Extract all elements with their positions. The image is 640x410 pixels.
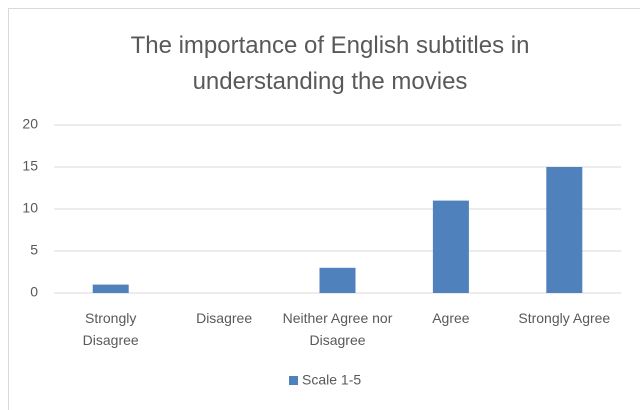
y-tick-label: 20 (22, 116, 38, 132)
x-tick-label: Neither Agree nor Disagree (282, 310, 393, 348)
chart-border (8, 8, 640, 410)
y-tick-label: 5 (30, 242, 38, 258)
y-tick-label: 0 (30, 284, 38, 300)
y-tick-label: 15 (22, 158, 38, 174)
y-tick-label: 10 (22, 200, 38, 216)
legend-swatch (289, 376, 298, 385)
x-tick-label: Strongly Agree (518, 310, 611, 326)
chart-title: The importance of English subtitles in u… (130, 32, 530, 95)
bar (319, 267, 356, 293)
x-tick-label: Strongly Disagree (82, 310, 139, 348)
x-tick-label: Disagree (196, 310, 253, 326)
x-tick-label: Agree (432, 310, 470, 326)
bar (546, 167, 583, 293)
bar (92, 284, 129, 293)
legend-label: Scale 1-5 (302, 372, 361, 388)
bar (432, 200, 469, 293)
